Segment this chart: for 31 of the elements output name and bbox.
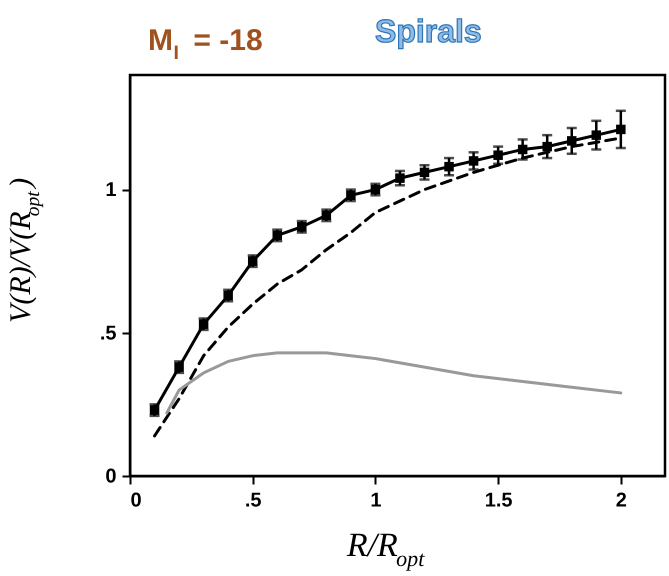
x-tick-label: 2	[616, 490, 627, 512]
point	[420, 168, 430, 178]
point	[592, 130, 602, 140]
point	[493, 150, 503, 160]
point	[444, 162, 454, 172]
point	[616, 124, 626, 134]
x-tick-label: .5	[244, 490, 262, 512]
point	[567, 136, 576, 146]
point	[518, 144, 528, 154]
point	[468, 156, 478, 166]
point	[297, 222, 307, 232]
point	[174, 362, 184, 372]
point	[322, 210, 332, 220]
point	[272, 230, 282, 240]
point	[150, 405, 160, 415]
point	[223, 290, 233, 300]
line-series	[165, 351, 622, 414]
y-tick-label: 1	[105, 179, 116, 202]
point	[542, 142, 552, 152]
y-axis-title: V(R)/V(Ropt)	[4, 178, 44, 323]
point	[248, 256, 258, 266]
point	[198, 319, 208, 329]
text: Spirals	[375, 13, 482, 49]
x-tick-label: 1.5	[484, 490, 513, 512]
x-tick-label: 0	[130, 490, 142, 512]
y-tick-label: 0	[105, 466, 116, 488]
y-tick-label: .5	[100, 322, 116, 344]
x-tick-label: 1	[370, 490, 382, 512]
point	[370, 184, 380, 194]
point	[346, 190, 356, 200]
point	[395, 173, 405, 183]
